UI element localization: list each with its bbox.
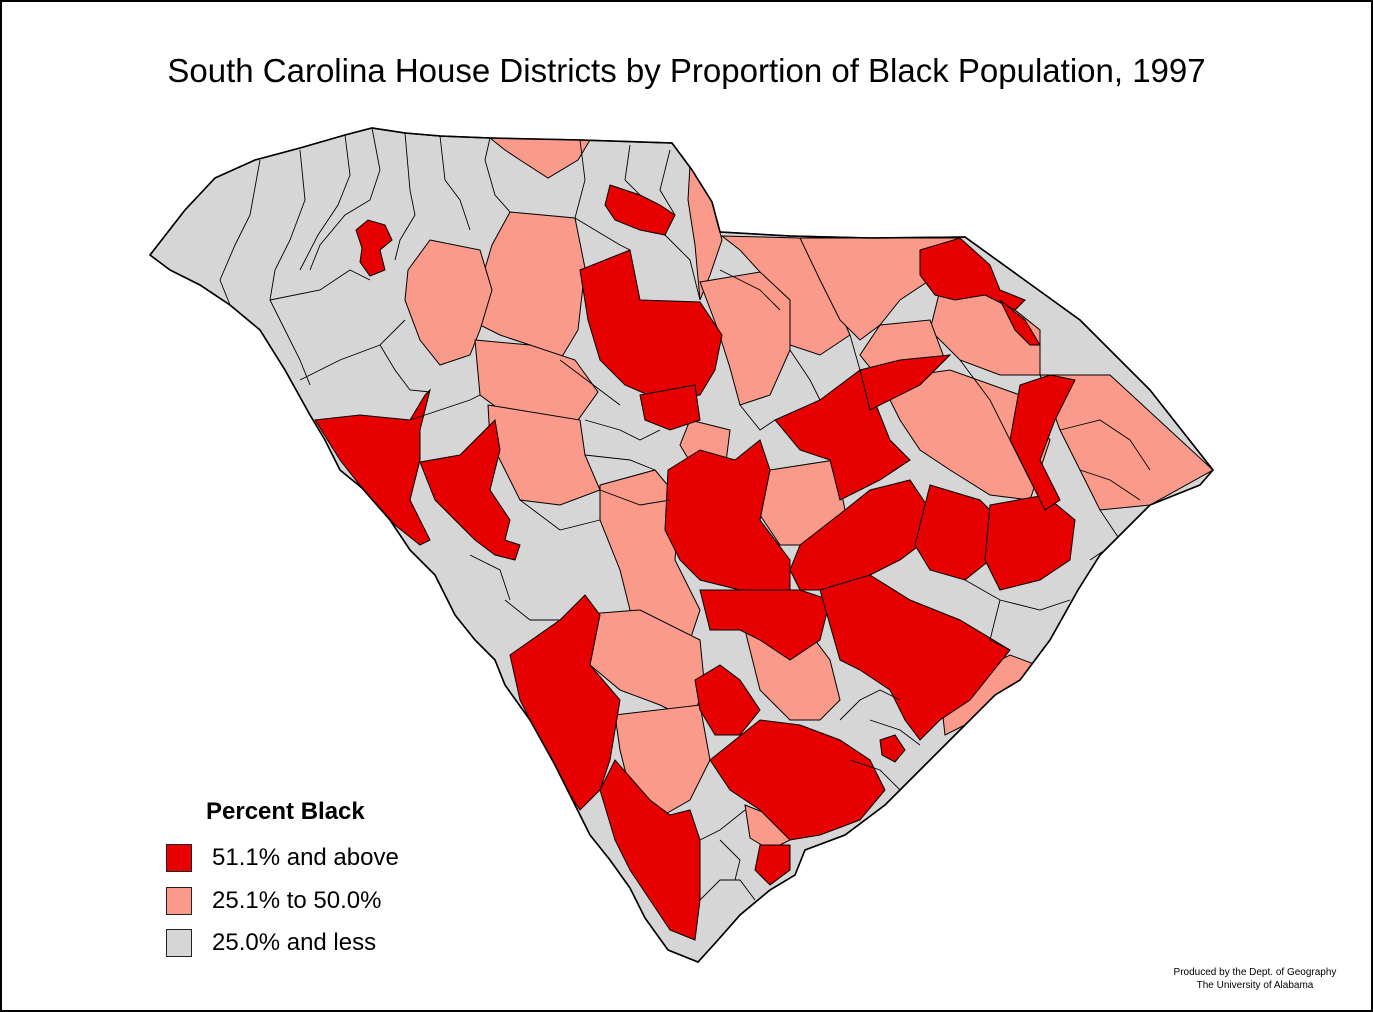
legend-label-low: 25.0% and less [212,929,377,956]
legend-swatch-mid [166,887,192,915]
district-high [859,354,952,411]
state-border [148,127,1215,963]
district-high [819,574,1011,741]
legend-label-high: 51.1% and above [212,844,399,871]
legend-swatch-low [166,929,192,957]
district-mid [1039,374,1213,511]
map-credit: Produced by the Dept. of Geography The U… [1110,966,1373,992]
district-high [754,844,791,886]
district-mid [879,369,1051,501]
legend-label-mid: 25.1% to 50.0% [212,887,382,914]
district-boundaries [219,128,1151,901]
district-mid [699,271,791,406]
district-high [709,719,886,841]
district-high [789,479,931,591]
map-title: South Carolina House Districts by Propor… [167,52,1206,89]
district-high [774,369,911,501]
district-mid [404,239,493,366]
district-high [419,418,521,561]
legend-swatch-high [166,844,192,872]
district-high [999,299,1041,346]
district-high [699,589,831,661]
district-high [639,384,701,431]
district-high [579,249,723,401]
district-high [914,484,1001,581]
district-high [879,734,906,763]
credit-line-2: The University of Alabama [1196,980,1314,991]
district-high [355,219,393,277]
district-high [664,439,791,591]
legend-title: Percent Black [206,798,365,825]
district-high [694,664,761,736]
district-high [919,237,1026,311]
credit-line-1: Produced by the Dept. of Geography [1173,967,1337,978]
